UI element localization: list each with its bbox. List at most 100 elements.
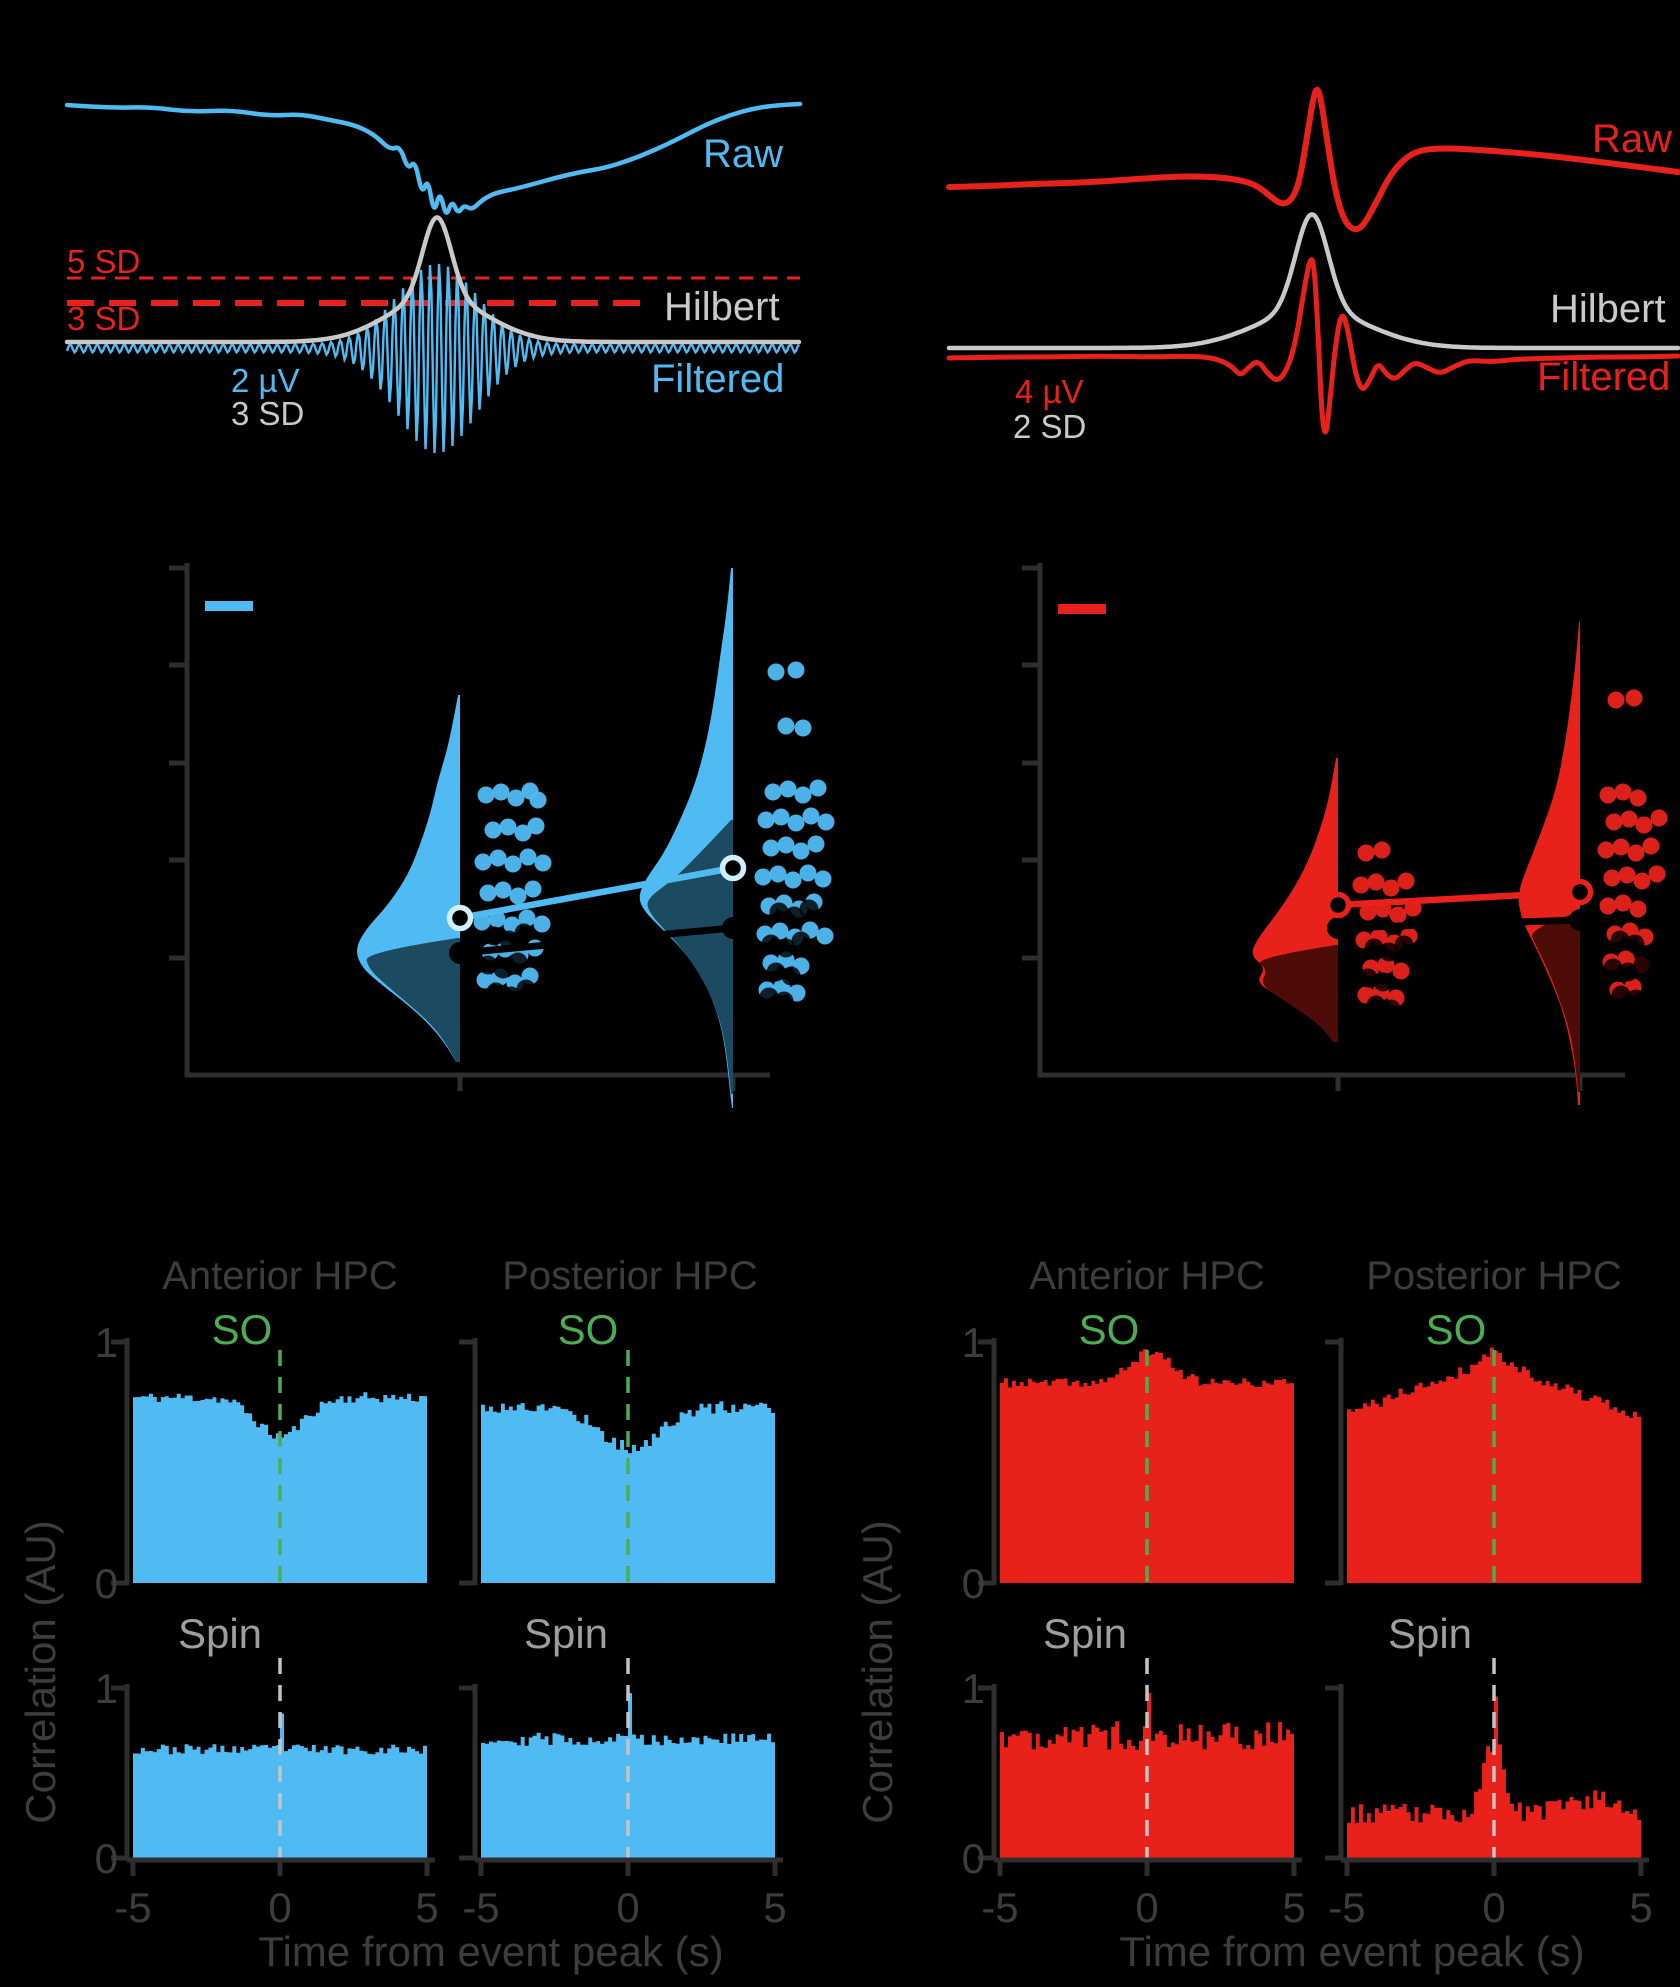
data-point-overlay — [508, 952, 528, 972]
so-event-label: SO — [1079, 1306, 1140, 1353]
data-point — [1359, 903, 1377, 921]
data-point-overlay — [791, 931, 811, 951]
spin-event-label: Spin — [1043, 1610, 1127, 1657]
scale-amplitude-label: 2 µV — [231, 362, 300, 399]
anterior-hpc-title: Anterior HPC — [162, 1254, 398, 1298]
data-point-overlay — [781, 966, 801, 986]
data-point — [799, 864, 817, 882]
data-point — [514, 824, 532, 842]
data-point — [754, 868, 772, 886]
x-tick-label: 0 — [1135, 1884, 1158, 1931]
data-point-overlay — [1626, 989, 1646, 1009]
x-tick-label: 5 — [1629, 1884, 1652, 1931]
anterior-hpc-title: Anterior HPC — [1029, 1254, 1265, 1298]
y-tick-label: 1 — [95, 1665, 118, 1712]
data-point — [1625, 689, 1643, 707]
threshold-5sd-label: 5 SD — [67, 243, 140, 280]
scale-sd-label: 3 SD — [231, 395, 304, 432]
data-point — [784, 871, 802, 889]
mean-marker-overlay — [449, 942, 471, 964]
data-point — [1605, 813, 1623, 831]
data-point-overlay — [514, 923, 534, 943]
data-point — [1382, 879, 1400, 897]
data-point-overlay — [486, 982, 506, 1002]
data-point — [777, 717, 795, 735]
data-point — [1389, 906, 1407, 924]
so-example-panel: Raw Hilbert Filtered 4 µV 2 SD — [946, 86, 1680, 445]
data-point-overlay — [501, 986, 521, 1006]
data-point — [529, 791, 547, 809]
x-tick-label: 5 — [763, 1884, 786, 1931]
data-point-overlay — [1611, 985, 1631, 1005]
mean-marker-overlay — [1327, 917, 1349, 939]
data-point — [527, 817, 545, 835]
mean-marker — [719, 854, 747, 882]
data-point — [509, 887, 527, 905]
data-point — [1650, 809, 1668, 827]
data-point — [787, 661, 805, 679]
data-point — [479, 884, 497, 902]
data-point — [533, 915, 551, 933]
posterior-hpc-title: Posterior HPC — [1366, 1254, 1622, 1298]
x-tick-label: -5 — [114, 1884, 151, 1931]
data-point — [814, 870, 832, 888]
raw-trace — [64, 101, 803, 215]
data-point — [474, 853, 492, 871]
data-point — [772, 808, 790, 826]
data-point — [1397, 872, 1415, 890]
data-point — [794, 786, 812, 804]
so-event-label: SO — [212, 1306, 273, 1353]
data-point — [507, 789, 525, 807]
data-point-overlay — [784, 906, 804, 926]
data-point — [518, 909, 536, 927]
raw-trace-label: Raw — [703, 132, 783, 176]
data-point — [1373, 841, 1391, 859]
data-point — [534, 854, 552, 872]
mean-marker-overlay — [722, 917, 744, 939]
y-axis-label: Correlation (AU) — [17, 1520, 64, 1823]
data-point — [1642, 837, 1660, 855]
data-point-overlay — [1373, 972, 1393, 992]
raw-trace — [946, 86, 1680, 233]
filtered-trace-label: Filtered — [1537, 355, 1670, 399]
data-point — [1633, 872, 1651, 890]
spin-event-label: Spin — [524, 1610, 608, 1657]
histogram-bars — [133, 1713, 427, 1858]
data-point-overlay — [766, 962, 786, 982]
data-point — [1357, 844, 1375, 862]
data-point-overlay — [769, 902, 789, 922]
x-axis-label: Time from event peak (s) — [1119, 1928, 1584, 1975]
so-event-label: SO — [558, 1306, 619, 1353]
data-point — [1629, 789, 1647, 807]
data-point-overlay — [759, 987, 779, 1007]
x-tick-label: -5 — [981, 1884, 1018, 1931]
y-tick-label: 0 — [95, 1835, 118, 1882]
data-point — [1629, 900, 1647, 918]
mean-connector-overlay — [1337, 916, 1581, 932]
data-point-overlay — [484, 926, 504, 946]
data-point-overlay — [1603, 958, 1623, 978]
data-point — [484, 821, 502, 839]
data-point — [1597, 841, 1615, 859]
data-point — [504, 855, 522, 873]
legend-swatch — [1058, 604, 1106, 614]
data-point-overlay — [1364, 938, 1384, 958]
filtered-trace — [65, 263, 800, 454]
data-point — [788, 984, 806, 1002]
data-point-overlay — [1394, 935, 1414, 955]
raincloud-panel-so — [1022, 563, 1668, 1105]
so-event-label: SO — [1426, 1306, 1487, 1353]
hilbert-trace-label: Hilbert — [1550, 287, 1666, 331]
legend-swatch — [205, 601, 253, 611]
data-point-overlay — [1381, 999, 1401, 1019]
data-point-overlay — [1358, 968, 1378, 988]
mean-marker — [1324, 891, 1352, 919]
mean-connector — [1337, 888, 1581, 909]
data-point — [1612, 838, 1630, 856]
data-point — [524, 880, 542, 898]
data-point — [802, 807, 820, 825]
data-point — [767, 663, 785, 681]
